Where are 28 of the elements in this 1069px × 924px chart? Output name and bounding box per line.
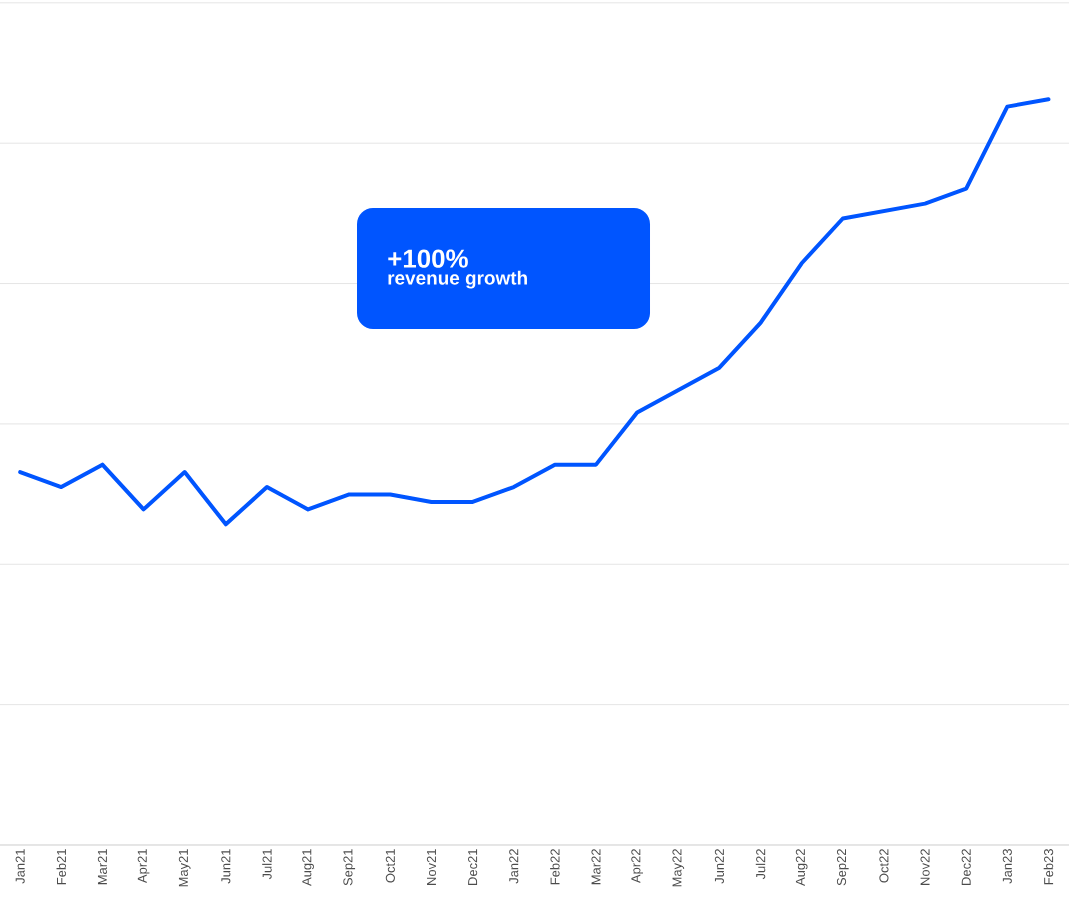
x-tick-label: Jul22	[755, 849, 766, 880]
x-tick-label: Sep21	[343, 849, 356, 886]
x-tick-label: Feb22	[550, 849, 560, 885]
x-tick-label: Dec22	[961, 849, 971, 885]
x-tick-label: Nov21	[426, 849, 437, 885]
x-tick-label: Nov22	[920, 849, 930, 885]
x-tick-label: Aug22	[795, 849, 808, 886]
x-tick-label: Apr22	[631, 849, 643, 884]
x-tick-label: Feb21	[56, 849, 67, 885]
annotation: revenue growth	[388, 270, 527, 289]
annotation: +100%	[388, 249, 468, 268]
x-tick-label: Jul21	[262, 849, 272, 880]
x-tick-label: Jun22	[714, 849, 724, 884]
x-tick-label: Dec21	[468, 849, 478, 885]
x-tick-label: May22	[672, 849, 685, 887]
x-tick-label: Oct21	[385, 849, 395, 883]
x-tick-label: Jun21	[221, 849, 231, 884]
x-tick-label: Feb23	[1043, 849, 1054, 885]
x-tick-label: Mar21	[97, 849, 107, 885]
x-tick-label: May21	[178, 849, 191, 887]
x-tick-label: Mar22	[591, 849, 601, 885]
x-tick-label: Jan23	[1002, 849, 1012, 884]
x-tick-label: Aug21	[302, 849, 314, 886]
x-tick-label: Jan22	[509, 849, 519, 884]
x-tick-label: Oct22	[879, 849, 889, 883]
x-tick-label: Sep22	[836, 849, 849, 886]
x-tick-label: Apr21	[137, 849, 150, 884]
x-tick-label: Jan21	[15, 849, 25, 884]
